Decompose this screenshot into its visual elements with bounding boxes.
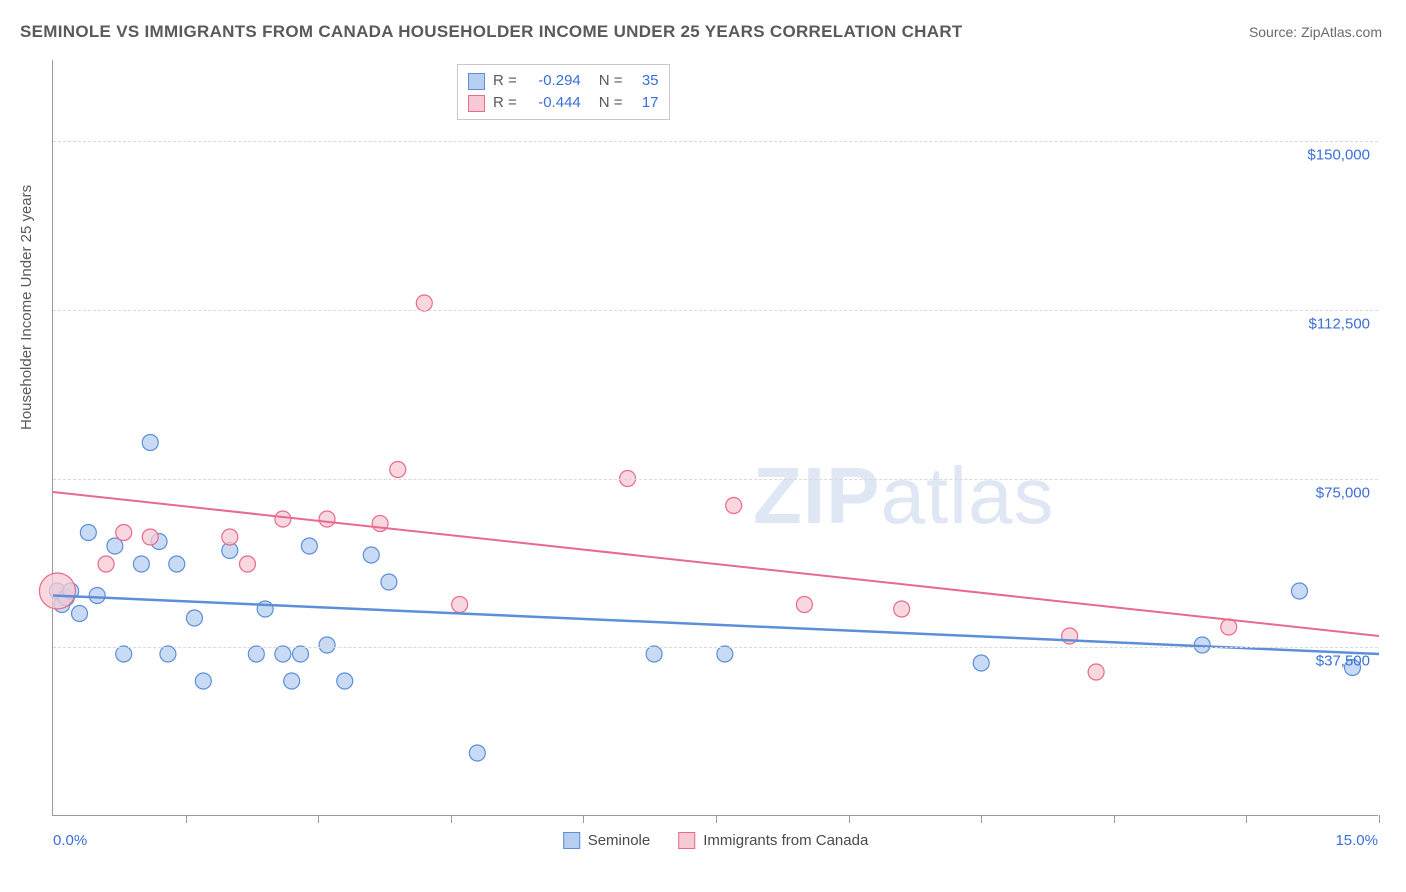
y-tick-label: $112,500: [1309, 315, 1370, 332]
x-axis-min-label: 0.0%: [53, 832, 87, 849]
y-tick-label: $75,000: [1316, 484, 1370, 501]
data-point: [973, 655, 989, 671]
data-point: [319, 637, 335, 653]
source-label: Source: ZipAtlas.com: [1249, 24, 1382, 40]
y-axis-title: Householder Income Under 25 years: [18, 185, 35, 430]
x-tick: [716, 815, 717, 823]
r-value: -0.444: [525, 92, 581, 114]
x-tick: [1379, 815, 1380, 823]
x-tick: [1246, 815, 1247, 823]
data-point: [133, 556, 149, 572]
data-point: [116, 525, 132, 541]
legend-stat-row: R = -0.294 N = 35: [468, 70, 659, 92]
regression-line: [53, 596, 1379, 655]
data-point: [80, 525, 96, 541]
data-point: [301, 538, 317, 554]
gridline: [53, 141, 1378, 142]
data-point: [390, 462, 406, 478]
data-point: [169, 556, 185, 572]
data-point: [717, 646, 733, 662]
plot-area: [53, 60, 1378, 815]
data-point: [186, 610, 202, 626]
data-point: [160, 646, 176, 662]
data-point: [1221, 619, 1237, 635]
data-point: [222, 529, 238, 545]
data-point: [1088, 664, 1104, 680]
y-tick-label: $37,500: [1316, 653, 1370, 670]
data-point: [1291, 583, 1307, 599]
legend-stat-row: R = -0.444 N = 17: [468, 92, 659, 114]
data-point: [89, 588, 105, 604]
y-tick-label: $150,000: [1307, 147, 1370, 164]
data-point: [646, 646, 662, 662]
legend-item: Seminole: [563, 832, 651, 849]
data-point: [337, 673, 353, 689]
data-point: [319, 511, 335, 527]
x-tick: [583, 815, 584, 823]
data-point: [142, 529, 158, 545]
data-point: [284, 673, 300, 689]
data-point: [469, 745, 485, 761]
data-point: [452, 597, 468, 613]
x-axis-max-label: 15.0%: [1335, 832, 1378, 849]
legend-swatch: [563, 832, 580, 849]
gridline: [53, 310, 1378, 311]
data-point: [381, 574, 397, 590]
data-point: [239, 556, 255, 572]
data-point: [98, 556, 114, 572]
data-point: [275, 646, 291, 662]
chart-frame: ZIPatlas R =-0.294N =35R =-0.444N =17 0.…: [52, 60, 1378, 816]
gridline: [53, 647, 1378, 648]
n-value: 17: [631, 92, 659, 114]
chart-title: SEMINOLE VS IMMIGRANTS FROM CANADA HOUSE…: [20, 22, 963, 42]
data-point: [142, 435, 158, 451]
legend-bottom: Seminole Immigrants from Canada: [563, 832, 869, 849]
gridline: [53, 479, 1378, 480]
data-point: [248, 646, 264, 662]
legend-label: Immigrants from Canada: [703, 832, 868, 849]
data-point: [726, 498, 742, 514]
data-point: [796, 597, 812, 613]
data-point: [363, 547, 379, 563]
r-value: -0.294: [525, 70, 581, 92]
data-point: [416, 295, 432, 311]
legend-swatch: [468, 73, 485, 90]
x-tick: [1114, 815, 1115, 823]
stat-label: N =: [599, 92, 623, 114]
legend-label: Seminole: [588, 832, 651, 849]
x-tick: [318, 815, 319, 823]
x-tick: [451, 815, 452, 823]
legend-stats-box: R = -0.294 N = 35 R = -0.444 N = 17: [457, 64, 670, 120]
scatter-svg: [53, 60, 1378, 815]
legend-swatch: [468, 95, 485, 112]
x-tick: [186, 815, 187, 823]
legend-item: Immigrants from Canada: [678, 832, 868, 849]
stat-label: R =: [493, 70, 517, 92]
data-point: [72, 606, 88, 622]
x-tick: [849, 815, 850, 823]
legend-swatch: [678, 832, 695, 849]
data-point: [195, 673, 211, 689]
data-point: [894, 601, 910, 617]
stat-label: N =: [599, 70, 623, 92]
stat-label: R =: [493, 92, 517, 114]
x-tick: [981, 815, 982, 823]
data-point: [275, 511, 291, 527]
data-point: [293, 646, 309, 662]
data-point: [116, 646, 132, 662]
n-value: 35: [631, 70, 659, 92]
data-point: [39, 573, 75, 609]
